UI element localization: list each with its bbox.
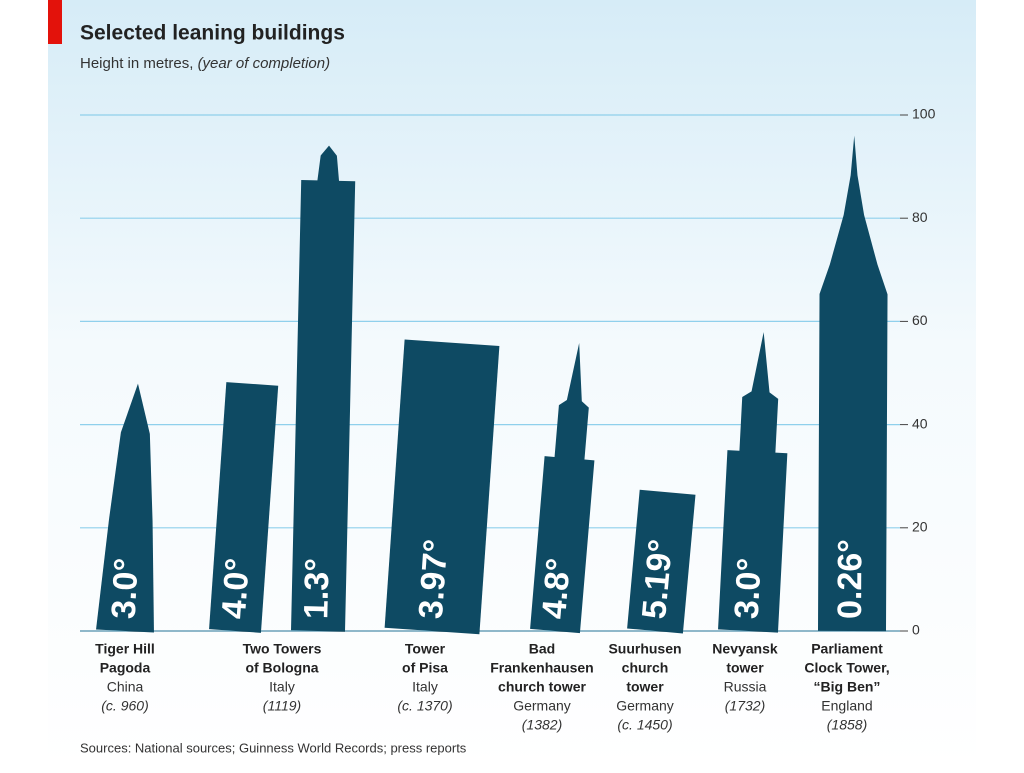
tower: 4.0° [209, 382, 279, 633]
building-name: Bad [529, 641, 555, 657]
tower: 0.26° [818, 135, 888, 632]
tower-silhouette [530, 343, 595, 634]
building-name: of Pisa [402, 660, 448, 676]
tower-silhouette [718, 332, 788, 633]
building-country: Italy [269, 679, 295, 695]
building-name: Tiger Hill [95, 641, 155, 657]
tower-silhouette [96, 383, 154, 633]
building-country: Germany [513, 698, 571, 714]
lean-label: 3.0° [728, 557, 769, 620]
y-tick-label: 0 [912, 622, 920, 638]
lean-label: 3.0° [105, 557, 146, 620]
tower-silhouette [291, 130, 356, 632]
building-name: Clock Tower, [804, 660, 889, 676]
lean-label: 5.19° [635, 538, 680, 621]
chart-title: Selected leaning buildings [80, 22, 345, 45]
tower-silhouette [384, 339, 500, 635]
tower: 3.0° [718, 332, 788, 633]
y-tick-label: 100 [912, 106, 936, 122]
building-country: China [107, 679, 144, 695]
building-name: Parliament [811, 641, 883, 657]
subtitle-italic: (year of completion) [198, 55, 331, 72]
tower: 4.8° [530, 343, 595, 634]
tower: 3.0° [96, 383, 154, 633]
tower-silhouette [818, 135, 888, 632]
lean-label: 4.8° [535, 557, 578, 621]
tower: 3.97° [384, 339, 500, 635]
building-year: (c. 960) [101, 698, 148, 714]
building-name: Tower [405, 641, 446, 657]
lean-label: 4.0° [215, 557, 257, 620]
building-name: Nevyansk [712, 641, 778, 657]
building-year: (c. 1370) [397, 698, 452, 714]
building-year: (1732) [725, 698, 765, 714]
building-name: tower [626, 679, 664, 695]
building-name: tower [726, 660, 764, 676]
lean-label: 3.97° [412, 538, 455, 620]
building-year: (1382) [522, 717, 562, 733]
building-name: of Bologna [245, 660, 318, 676]
subtitle-text: Height in metres, [80, 55, 193, 72]
building-name: Frankenhausen [490, 660, 593, 676]
building-name: Pagoda [100, 660, 151, 676]
y-tick-label: 80 [912, 209, 928, 225]
subtitle: Height in metres, (year of completion) [80, 55, 330, 72]
source: Sources: National sources; Guinness Worl… [80, 740, 467, 755]
tower-silhouette [627, 489, 696, 634]
building-year: (1858) [827, 717, 867, 733]
y-tick-label: 60 [912, 312, 928, 328]
building-year: (c. 1450) [617, 717, 672, 733]
building-name: Suurhusen [608, 641, 681, 657]
tower: 5.19° [627, 489, 696, 634]
building-country: England [821, 698, 872, 714]
building-year: (1119) [263, 698, 301, 714]
building-country: Germany [616, 698, 674, 714]
building-name: church [622, 660, 669, 676]
building-name: Two Towers [243, 641, 322, 657]
y-tick-label: 20 [912, 519, 928, 535]
building-country: Russia [724, 679, 767, 695]
building-name: “Big Ben” [814, 679, 881, 695]
tower: 1.3° [291, 130, 356, 632]
lean-label: 1.3° [297, 558, 336, 620]
y-tick-label: 40 [912, 415, 928, 431]
red-tag [48, 0, 62, 44]
building-country: Italy [412, 679, 438, 695]
tower-silhouette [209, 382, 279, 633]
lean-label: 0.26° [831, 539, 869, 619]
building-name: church tower [498, 679, 586, 695]
